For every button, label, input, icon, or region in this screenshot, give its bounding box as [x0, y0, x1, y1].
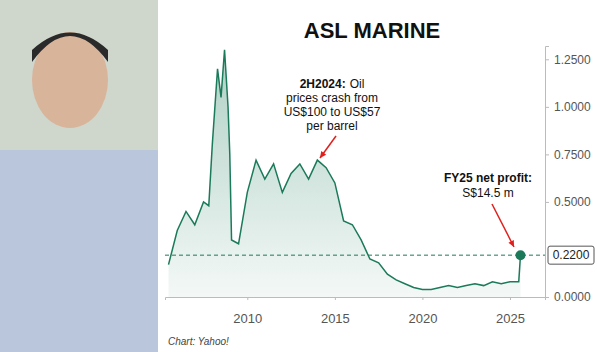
- photo-hair: [32, 33, 108, 63]
- source: Chart: Yahoo!: [168, 336, 229, 347]
- annotation-arrow: [320, 136, 336, 158]
- annotation-line: prices crash from: [286, 91, 378, 105]
- y-tick-label: 1.0000: [554, 100, 591, 114]
- last-point: [515, 250, 525, 260]
- y-tick-label: 0.5000: [554, 195, 591, 209]
- y-axis: 0.0000 0.5000 0.7500 1.0000 1.2500: [545, 47, 591, 305]
- y-tick-label: 0.0000: [554, 290, 591, 304]
- y-tick: 0.5000: [545, 195, 591, 209]
- y-tick-mark: [545, 107, 549, 108]
- annotation-arrow: [492, 204, 514, 247]
- photo-face: [32, 32, 108, 128]
- x-tick: 2025: [496, 297, 525, 326]
- y-tick-mark: [545, 202, 549, 203]
- y-tick: 1.2500: [545, 53, 591, 67]
- y-tick-mark: [545, 59, 549, 60]
- last-value-frame: [548, 246, 594, 264]
- x-tick-label: 2015: [321, 311, 350, 326]
- x-tick-mark: [247, 297, 248, 300]
- photo: [0, 0, 158, 352]
- arrow-head: [320, 151, 326, 158]
- y-tick-mark: [545, 154, 549, 155]
- y-tick: 1.0000: [545, 100, 591, 114]
- price-line: [169, 50, 521, 290]
- x-tick-label: 2020: [408, 311, 437, 326]
- annotation-line: S$14.5 m: [462, 186, 513, 200]
- y-tick: 0.7500: [545, 148, 591, 162]
- x-axis-line: [166, 298, 546, 301]
- x-tick: 2010: [233, 297, 262, 326]
- annotation-title: FY25 net profit:: [444, 171, 532, 185]
- y-tick-label: 1.2500: [554, 53, 591, 67]
- x-tick-label: 2010: [233, 311, 262, 326]
- last-value-label: 0.2200: [553, 248, 590, 262]
- y-tick-label: 0.7500: [554, 148, 591, 162]
- x-axis: 2010 2015 2020 2025: [166, 297, 546, 326]
- plot-area: [165, 50, 545, 297]
- title: ASL MARINE: [304, 18, 441, 43]
- annotation-line: per barrel: [306, 119, 357, 133]
- x-tick-mark: [510, 297, 511, 300]
- photo-shirt: [0, 150, 158, 352]
- arrow-shaft: [320, 136, 336, 158]
- chart: ASL MARINE 0.0000 0.5000 0.7500 1.0000 1.2500…: [0, 0, 597, 352]
- annotation-title: 2H2024:: [300, 77, 346, 91]
- arrow-shaft: [492, 204, 514, 247]
- arrow-head: [508, 240, 514, 247]
- last-value-box: 0.2200: [548, 246, 594, 264]
- annotation-text: FY25 net profit:S$14.5 m: [444, 171, 532, 200]
- x-tick: 2015: [321, 297, 350, 326]
- x-tick-mark: [335, 297, 336, 300]
- y-tick: 0.0000: [545, 290, 591, 304]
- x-tick: 2020: [408, 297, 437, 326]
- x-tick-mark: [422, 297, 423, 300]
- last-value-line: [165, 255, 545, 256]
- x-tick-label: 2025: [496, 311, 525, 326]
- photo-background: [0, 0, 158, 352]
- annotation-text: 2H2024: Oilprices crash fromUS$100 to US$…: [284, 77, 381, 133]
- annotation-line: US$100 to US$57: [284, 105, 381, 119]
- annotation-line: Oil: [350, 77, 365, 91]
